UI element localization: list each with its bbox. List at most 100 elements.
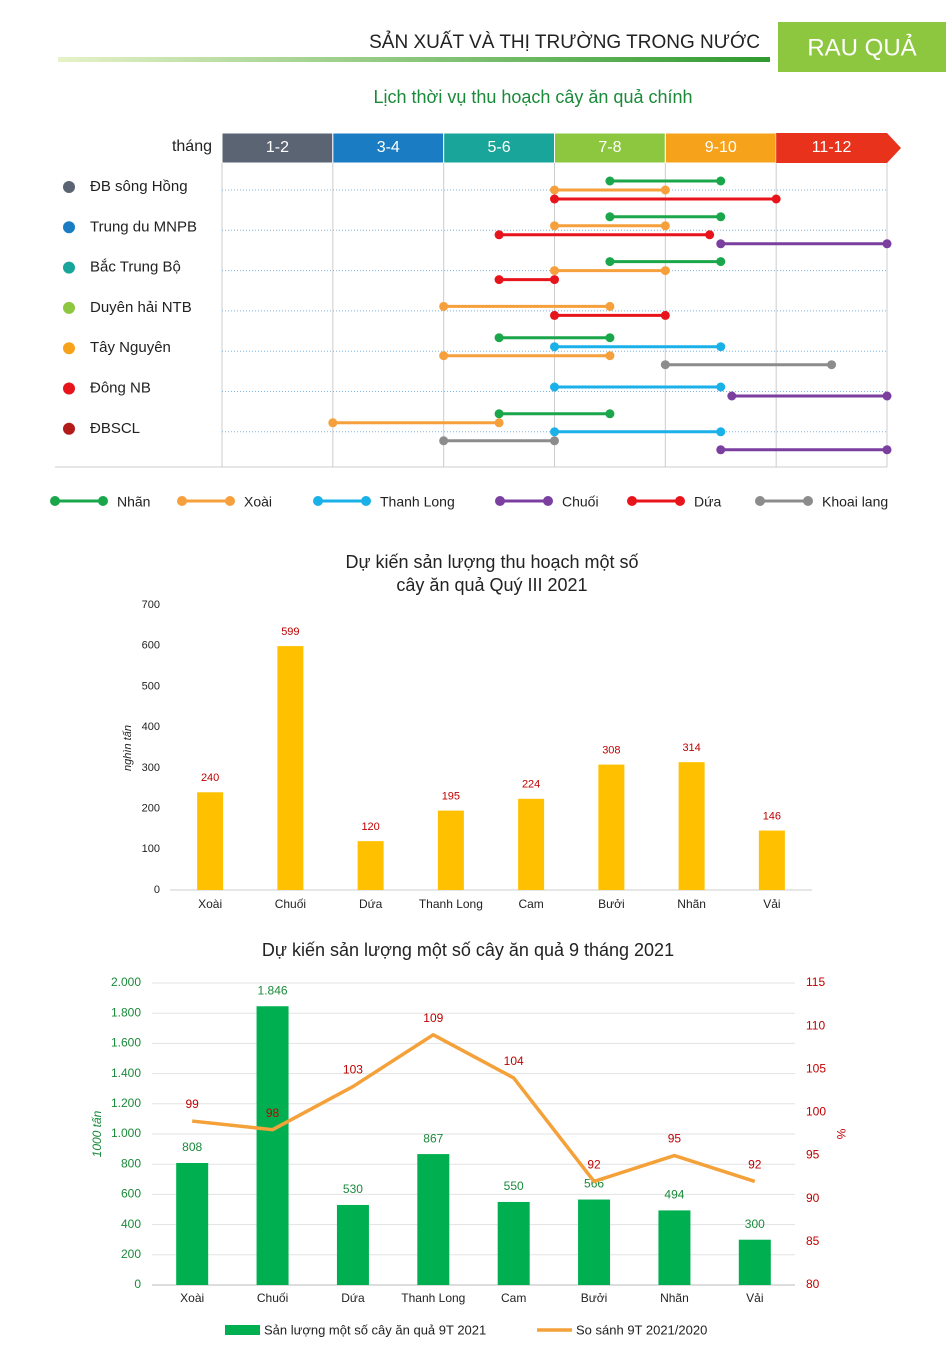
value-label: 92 xyxy=(748,1158,762,1172)
y2-label: % xyxy=(834,1129,848,1140)
bar xyxy=(336,1204,369,1285)
segment-end xyxy=(605,409,615,419)
segment-start xyxy=(605,257,615,267)
segment-end xyxy=(494,418,504,428)
segment-end xyxy=(605,301,615,311)
y2-tick-label: 80 xyxy=(806,1277,820,1291)
row-label: ĐBSCL xyxy=(90,420,140,437)
badge xyxy=(778,22,946,72)
y-tick-label: 1.600 xyxy=(111,1036,141,1050)
y-tick-label: 1.800 xyxy=(111,1005,141,1019)
segment-start xyxy=(716,239,726,249)
y-label: nghìn tấn xyxy=(122,725,134,771)
value-label: 494 xyxy=(664,1188,684,1202)
row-label: Tây Nguyên xyxy=(90,339,171,356)
value-label: 146 xyxy=(763,810,781,822)
x-tick-label: Nhãn xyxy=(677,897,706,911)
month-label: 11-12 xyxy=(812,139,852,156)
bar xyxy=(758,830,785,890)
y-tick-label: 300 xyxy=(142,762,160,774)
legend-label: Chuối xyxy=(562,494,599,510)
bar xyxy=(598,764,625,890)
x-tick-label: Xoài xyxy=(198,897,222,911)
segment-start xyxy=(550,221,559,231)
x-tick-label: Nhãn xyxy=(660,1291,689,1305)
segment-end xyxy=(660,310,670,320)
segment-start xyxy=(550,310,559,320)
bar xyxy=(417,1154,450,1285)
bar xyxy=(738,1239,771,1285)
legend-dot xyxy=(495,496,505,506)
legend-dot xyxy=(543,496,553,506)
segment-start xyxy=(550,427,559,437)
segment-end xyxy=(660,221,670,231)
value-label: 99 xyxy=(186,1097,200,1111)
value-label: 240 xyxy=(201,772,219,784)
legend-label: Dứa xyxy=(694,494,721,510)
y-tick-label: 200 xyxy=(142,802,160,814)
segment-start xyxy=(494,275,504,285)
line xyxy=(192,1033,756,1184)
month-header xyxy=(443,132,555,164)
value-label: 92 xyxy=(587,1158,601,1172)
row-marker xyxy=(63,342,75,355)
segment-end xyxy=(705,230,715,240)
legend-dot xyxy=(177,496,187,506)
month-label: 5-6 xyxy=(488,139,511,156)
segment-end xyxy=(716,427,726,437)
segment-end xyxy=(882,239,892,249)
segment-start xyxy=(605,176,615,186)
month-label: 9-10 xyxy=(705,139,737,156)
x-tick-label: Bưởi xyxy=(581,1291,608,1305)
month-header xyxy=(554,132,666,164)
x-tick-label: Cam xyxy=(501,1291,526,1305)
legend-dot xyxy=(313,496,323,506)
segment-start xyxy=(716,445,726,455)
segment-end xyxy=(771,194,781,204)
y-tick-label: 400 xyxy=(121,1217,141,1231)
segment-start xyxy=(494,230,504,240)
legend-swatch xyxy=(225,1325,260,1335)
bar xyxy=(357,841,384,890)
row-label: Bắc Trung Bộ xyxy=(90,259,181,276)
value-label: 95 xyxy=(668,1132,682,1146)
value-label: 224 xyxy=(522,779,540,791)
legend-label: Xoài xyxy=(244,494,272,510)
x-tick-label: Chuối xyxy=(275,897,306,911)
x-tick-label: Vải xyxy=(746,1291,763,1305)
value-label: 314 xyxy=(682,742,700,754)
row-marker xyxy=(63,221,75,234)
legend-dot xyxy=(225,496,235,506)
row-label: Trung du MNPB xyxy=(90,218,197,235)
value-label: 1.846 xyxy=(258,983,288,997)
month-label: 1-2 xyxy=(266,139,289,156)
legend-dot xyxy=(361,496,371,506)
y2-tick-label: 100 xyxy=(806,1105,826,1119)
y2-tick-label: 105 xyxy=(806,1061,826,1075)
segment-start xyxy=(439,436,449,446)
y2-tick-label: 95 xyxy=(806,1148,820,1162)
segment-end xyxy=(660,266,670,276)
segment-end xyxy=(550,275,559,285)
row-marker xyxy=(63,301,75,314)
y-tick-label: 0 xyxy=(154,884,160,896)
header-title: SẢN XUẤT VÀ THỊ TRƯỜNG TRONG NƯỚC xyxy=(369,31,760,53)
y-tick-label: 400 xyxy=(142,721,160,733)
legend-label: So sánh 9T 2021/2020 xyxy=(576,1322,707,1337)
y-tick-label: 600 xyxy=(142,640,160,652)
value-label: 550 xyxy=(504,1179,524,1193)
legend-label: Sản lượng một số cây ăn quả 9T 2021 xyxy=(264,1322,486,1337)
x-tick-label: Vải xyxy=(763,897,780,911)
y-tick-label: 1.200 xyxy=(111,1096,141,1110)
row-label: ĐB sông Hồng xyxy=(90,178,188,195)
x-tick-label: Thanh Long xyxy=(419,897,483,911)
y-tick-label: 800 xyxy=(121,1156,141,1170)
segment-start xyxy=(727,391,737,401)
row-marker xyxy=(63,261,75,274)
value-label: 808 xyxy=(182,1140,202,1154)
segment-start xyxy=(494,333,504,343)
x-label: tháng xyxy=(172,138,212,155)
segment-start xyxy=(550,266,559,276)
segment-end xyxy=(716,176,726,186)
bar xyxy=(256,1006,289,1285)
